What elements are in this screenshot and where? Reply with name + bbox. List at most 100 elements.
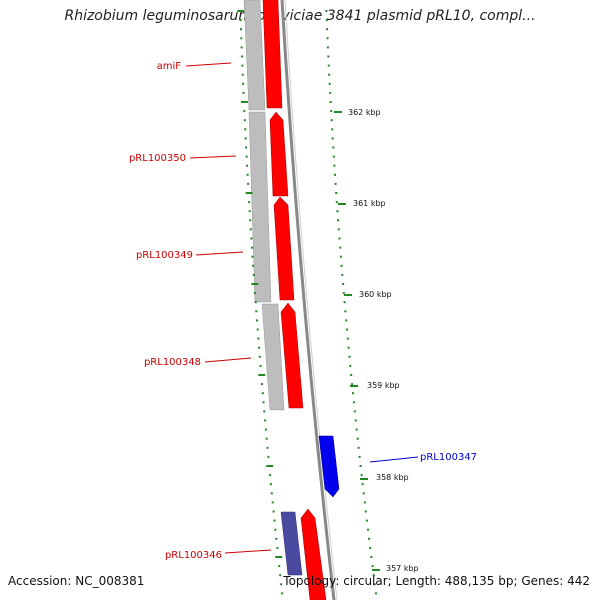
outer-tick — [326, 46, 329, 49]
outer-tick — [335, 201, 338, 204]
inner-scale-ticks — [237, 10, 284, 595]
gray-gene-amif[interactable] — [243, 0, 266, 111]
outer-tick — [352, 392, 354, 395]
gene-arrow-prl100350[interactable] — [269, 111, 289, 197]
inner-tick — [247, 182, 250, 185]
outer-tick — [329, 101, 332, 103]
outer-tick — [355, 428, 358, 431]
gene-label-prl100349[interactable]: pRL100349 — [136, 250, 193, 261]
inner-tick — [251, 255, 254, 258]
outer-tick — [344, 310, 347, 313]
outer-tick — [327, 64, 330, 67]
outer-tick — [326, 28, 329, 31]
outer-tick — [371, 565, 374, 568]
inner-tick — [273, 519, 276, 522]
inner-tick — [246, 164, 249, 167]
gene-label-prl100348[interactable]: pRL100348 — [144, 357, 201, 368]
inner-tick — [240, 101, 248, 103]
outer-tick — [346, 328, 348, 331]
inner-tick — [272, 510, 275, 513]
topology-stats: Topology: circular; Length: 488,135 bp; … — [283, 574, 590, 588]
outer-tick — [342, 292, 345, 295]
major-tick — [344, 294, 352, 296]
gene-arrow-prl100348[interactable] — [280, 302, 304, 409]
outer-tick — [358, 455, 361, 458]
gray-gene-prl100348[interactable] — [261, 303, 285, 411]
outer-tick — [370, 556, 373, 558]
outer-tick — [336, 210, 339, 213]
inner-tick — [270, 492, 273, 495]
outer-tick — [331, 137, 334, 140]
outer-tick — [340, 264, 343, 267]
major-tick — [338, 203, 346, 205]
inner-tick — [242, 82, 245, 85]
inner-tick — [243, 110, 246, 113]
inner-tick — [242, 91, 245, 94]
map-title: Rhizobium leguminosarum bv. viciae 3841 … — [64, 8, 536, 24]
outer-tick — [347, 346, 350, 349]
outer-scale-ticks — [325, 10, 380, 595]
outer-tick — [352, 401, 355, 404]
outer-tick — [335, 192, 338, 194]
scale-label-362: 362 kbp — [348, 108, 381, 117]
inner-tick — [239, 19, 242, 22]
outer-tick — [332, 155, 335, 158]
outer-tick — [363, 501, 366, 504]
outer-tick — [373, 583, 376, 586]
gene-label-prl100347[interactable]: pRL100347 — [420, 452, 477, 463]
leader-line-amif — [185, 62, 232, 67]
gene-arrow-prl100346[interactable] — [300, 508, 327, 600]
inner-tick — [271, 501, 274, 504]
gene-label-amif[interactable]: amiF — [157, 61, 182, 72]
inner-tick — [240, 28, 242, 31]
inner-tick — [267, 455, 270, 458]
inner-tick — [237, 10, 245, 12]
inner-tick — [261, 392, 264, 395]
inner-tick — [266, 465, 274, 467]
gene-labels: amiF pRL100350 pRL100349 pRL100348 pRL10… — [129, 61, 477, 561]
inner-tick — [279, 574, 282, 577]
outer-tick — [372, 574, 375, 577]
outer-tick — [365, 519, 368, 522]
outer-tick — [328, 73, 331, 76]
outer-tick — [360, 474, 363, 477]
inner-tick — [258, 346, 261, 349]
inner-tick — [264, 428, 267, 431]
outer-tick — [330, 119, 333, 122]
purple-gene-prl100346[interactable] — [280, 511, 303, 576]
inner-tick — [244, 128, 247, 131]
outer-tick — [375, 592, 377, 595]
scale-label-357: 357 kbp — [386, 564, 419, 573]
gene-arrow-prl100349[interactable] — [273, 196, 295, 301]
inner-tick — [252, 264, 255, 267]
gene-arrow-amif[interactable] — [262, 0, 283, 109]
outer-tick — [332, 146, 335, 149]
outer-tick — [331, 128, 334, 131]
leader-line-prl100346 — [224, 549, 272, 554]
inner-tick — [275, 556, 283, 558]
inner-tick — [252, 273, 255, 276]
inner-tick — [265, 437, 268, 440]
outer-tick — [325, 19, 328, 22]
leader-line-prl100348 — [204, 357, 252, 363]
inner-tick — [241, 73, 244, 76]
inner-tick — [269, 474, 272, 477]
outer-tick — [343, 301, 346, 304]
gene-label-prl100346[interactable]: pRL100346 — [165, 550, 222, 561]
inner-tick — [259, 364, 262, 367]
outer-tick — [337, 219, 340, 222]
outer-tick — [330, 110, 333, 113]
gene-arrow-prl100347[interactable] — [318, 435, 340, 498]
gene-label-prl100350[interactable]: pRL100350 — [129, 153, 186, 164]
inner-tick — [258, 355, 261, 358]
outer-tick — [325, 10, 328, 12]
forward-gene-track — [262, 0, 327, 600]
major-tick — [334, 111, 342, 113]
outer-tick — [356, 437, 359, 440]
outer-tick — [348, 355, 351, 358]
inner-tick — [275, 537, 278, 540]
leader-line-prl100347 — [369, 456, 419, 463]
outer-tick — [367, 528, 369, 531]
gray-gene-prl100350[interactable] — [248, 111, 272, 303]
inner-tick — [256, 319, 258, 322]
